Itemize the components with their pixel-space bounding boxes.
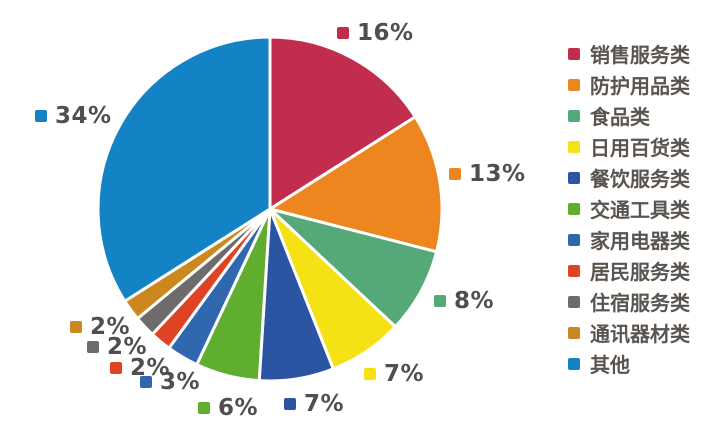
legend-item-其他: 其他 — [568, 348, 690, 379]
data-label-value: 2% — [107, 334, 148, 360]
data-label-marker-icon — [449, 168, 461, 180]
data-label-食品类: 8% — [434, 288, 494, 314]
legend: 销售服务类防护用品类食品类日用百货类餐饮服务类交通工具类家用电器类居民服务类住宿… — [568, 38, 690, 379]
data-label-marker-icon — [87, 341, 99, 353]
legend-item-居民服务类: 居民服务类 — [568, 255, 690, 286]
legend-item-防护用品类: 防护用品类 — [568, 69, 690, 100]
data-label-marker-icon — [434, 295, 446, 307]
data-label-居民服务类: 2% — [110, 355, 170, 381]
data-label-marker-icon — [110, 362, 122, 374]
data-label-value: 13% — [469, 161, 526, 187]
data-label-value: 6% — [218, 395, 259, 421]
data-label-value: 2% — [130, 355, 171, 381]
legend-marker-icon — [568, 295, 580, 308]
pie-slice-防护用品类 — [268, 115, 444, 254]
legend-marker-icon — [568, 109, 580, 122]
legend-item-label: 日用百货类 — [590, 136, 690, 160]
data-label-住宿服务类: 2% — [87, 334, 147, 360]
data-label-value: 3% — [160, 369, 201, 395]
data-label-marker-icon — [337, 27, 349, 39]
data-label-value: 7% — [384, 361, 425, 387]
legend-marker-icon — [568, 264, 580, 277]
legend-item-食品类: 食品类 — [568, 100, 690, 131]
data-label-value: 2% — [90, 314, 131, 340]
legend-item-label: 交通工具类 — [590, 198, 690, 222]
legend-item-label: 防护用品类 — [590, 74, 690, 98]
pie-slice-销售服务类 — [268, 35, 417, 211]
legend-marker-icon — [568, 78, 580, 91]
data-label-销售服务类: 16% — [337, 20, 414, 46]
data-label-value: 16% — [357, 20, 414, 46]
legend-marker-icon — [568, 357, 580, 370]
data-label-其他: 34% — [35, 103, 112, 129]
data-label-家用电器类: 3% — [140, 369, 200, 395]
legend-item-label: 家用电器类 — [590, 229, 690, 253]
legend-marker-icon — [568, 171, 580, 184]
data-label-marker-icon — [364, 368, 376, 380]
legend-marker-icon — [568, 233, 580, 246]
pie-slice-其他 — [96, 35, 272, 303]
legend-item-通讯器材类: 通讯器材类 — [568, 317, 690, 348]
legend-item-家用电器类: 家用电器类 — [568, 224, 690, 255]
data-label-value: 7% — [304, 391, 345, 417]
data-label-餐饮服务类: 7% — [284, 391, 344, 417]
data-label-日用百货类: 7% — [364, 361, 424, 387]
data-label-marker-icon — [198, 402, 210, 414]
legend-item-label: 居民服务类 — [590, 260, 690, 284]
data-label-marker-icon — [35, 110, 47, 122]
data-label-marker-icon — [140, 376, 152, 388]
legend-marker-icon — [568, 202, 580, 215]
legend-item-交通工具类: 交通工具类 — [568, 193, 690, 224]
legend-item-住宿服务类: 住宿服务类 — [568, 286, 690, 317]
legend-marker-icon — [568, 326, 580, 339]
legend-marker-icon — [568, 47, 580, 60]
legend-item-label: 通讯器材类 — [590, 322, 690, 346]
legend-item-label: 食品类 — [590, 105, 650, 129]
data-label-交通工具类: 6% — [198, 395, 258, 421]
legend-item-餐饮服务类: 餐饮服务类 — [568, 162, 690, 193]
data-label-防护用品类: 13% — [449, 161, 526, 187]
legend-item-日用百货类: 日用百货类 — [568, 131, 690, 162]
data-label-通讯器材类: 2% — [70, 314, 130, 340]
legend-item-label: 其他 — [590, 353, 630, 377]
legend-item-销售服务类: 销售服务类 — [568, 38, 690, 69]
data-label-marker-icon — [70, 321, 82, 333]
data-label-value: 8% — [454, 288, 495, 314]
legend-item-label: 餐饮服务类 — [590, 167, 690, 191]
data-label-value: 34% — [55, 103, 112, 129]
legend-item-label: 住宿服务类 — [590, 291, 690, 315]
data-label-marker-icon — [284, 398, 296, 410]
legend-item-label: 销售服务类 — [590, 43, 690, 67]
legend-marker-icon — [568, 140, 580, 153]
